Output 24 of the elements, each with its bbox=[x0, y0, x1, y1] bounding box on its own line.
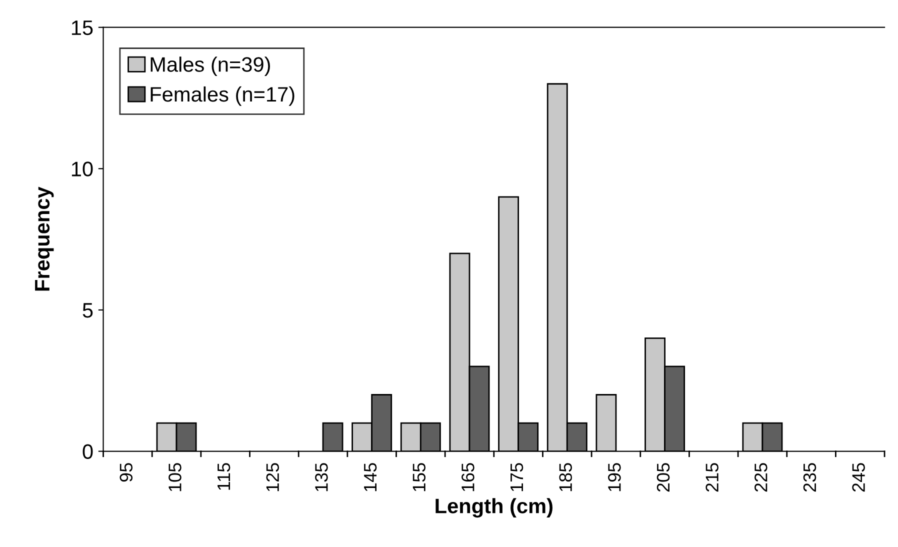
y-tick-label: 15 bbox=[72, 20, 93, 36]
y-axis-title: Frequency bbox=[35, 186, 54, 291]
x-tick-label: 235 bbox=[803, 463, 816, 492]
x-tick-label: 165 bbox=[462, 463, 474, 492]
x-tick-label: 135 bbox=[315, 463, 328, 492]
x-tick-label: 105 bbox=[168, 463, 182, 492]
legend-label: Males (n=39) bbox=[150, 56, 270, 76]
y-tick-label: 5 bbox=[82, 303, 93, 318]
x-tick-label: 175 bbox=[510, 463, 524, 492]
y-tick-label: 0 bbox=[82, 444, 93, 460]
x-tick-label: 115 bbox=[218, 463, 230, 490]
x-tick-label: 225 bbox=[754, 463, 768, 492]
x-tick-label: 185 bbox=[559, 463, 572, 492]
x-tick-label: 195 bbox=[608, 463, 621, 492]
x-tick-label: 215 bbox=[706, 463, 718, 492]
x-axis-title: Length (cm) bbox=[436, 498, 552, 518]
y-tick-label: 10 bbox=[72, 162, 93, 176]
x-tick-label: 155 bbox=[412, 463, 426, 492]
x-tick-label: 205 bbox=[656, 463, 670, 492]
x-tick-label: 125 bbox=[266, 463, 280, 492]
legend-label: Females (n=17) bbox=[150, 86, 294, 106]
x-tick-label: 145 bbox=[364, 463, 377, 492]
x-tick-label: 95 bbox=[120, 463, 133, 482]
x-tick-label: 245 bbox=[852, 463, 865, 492]
